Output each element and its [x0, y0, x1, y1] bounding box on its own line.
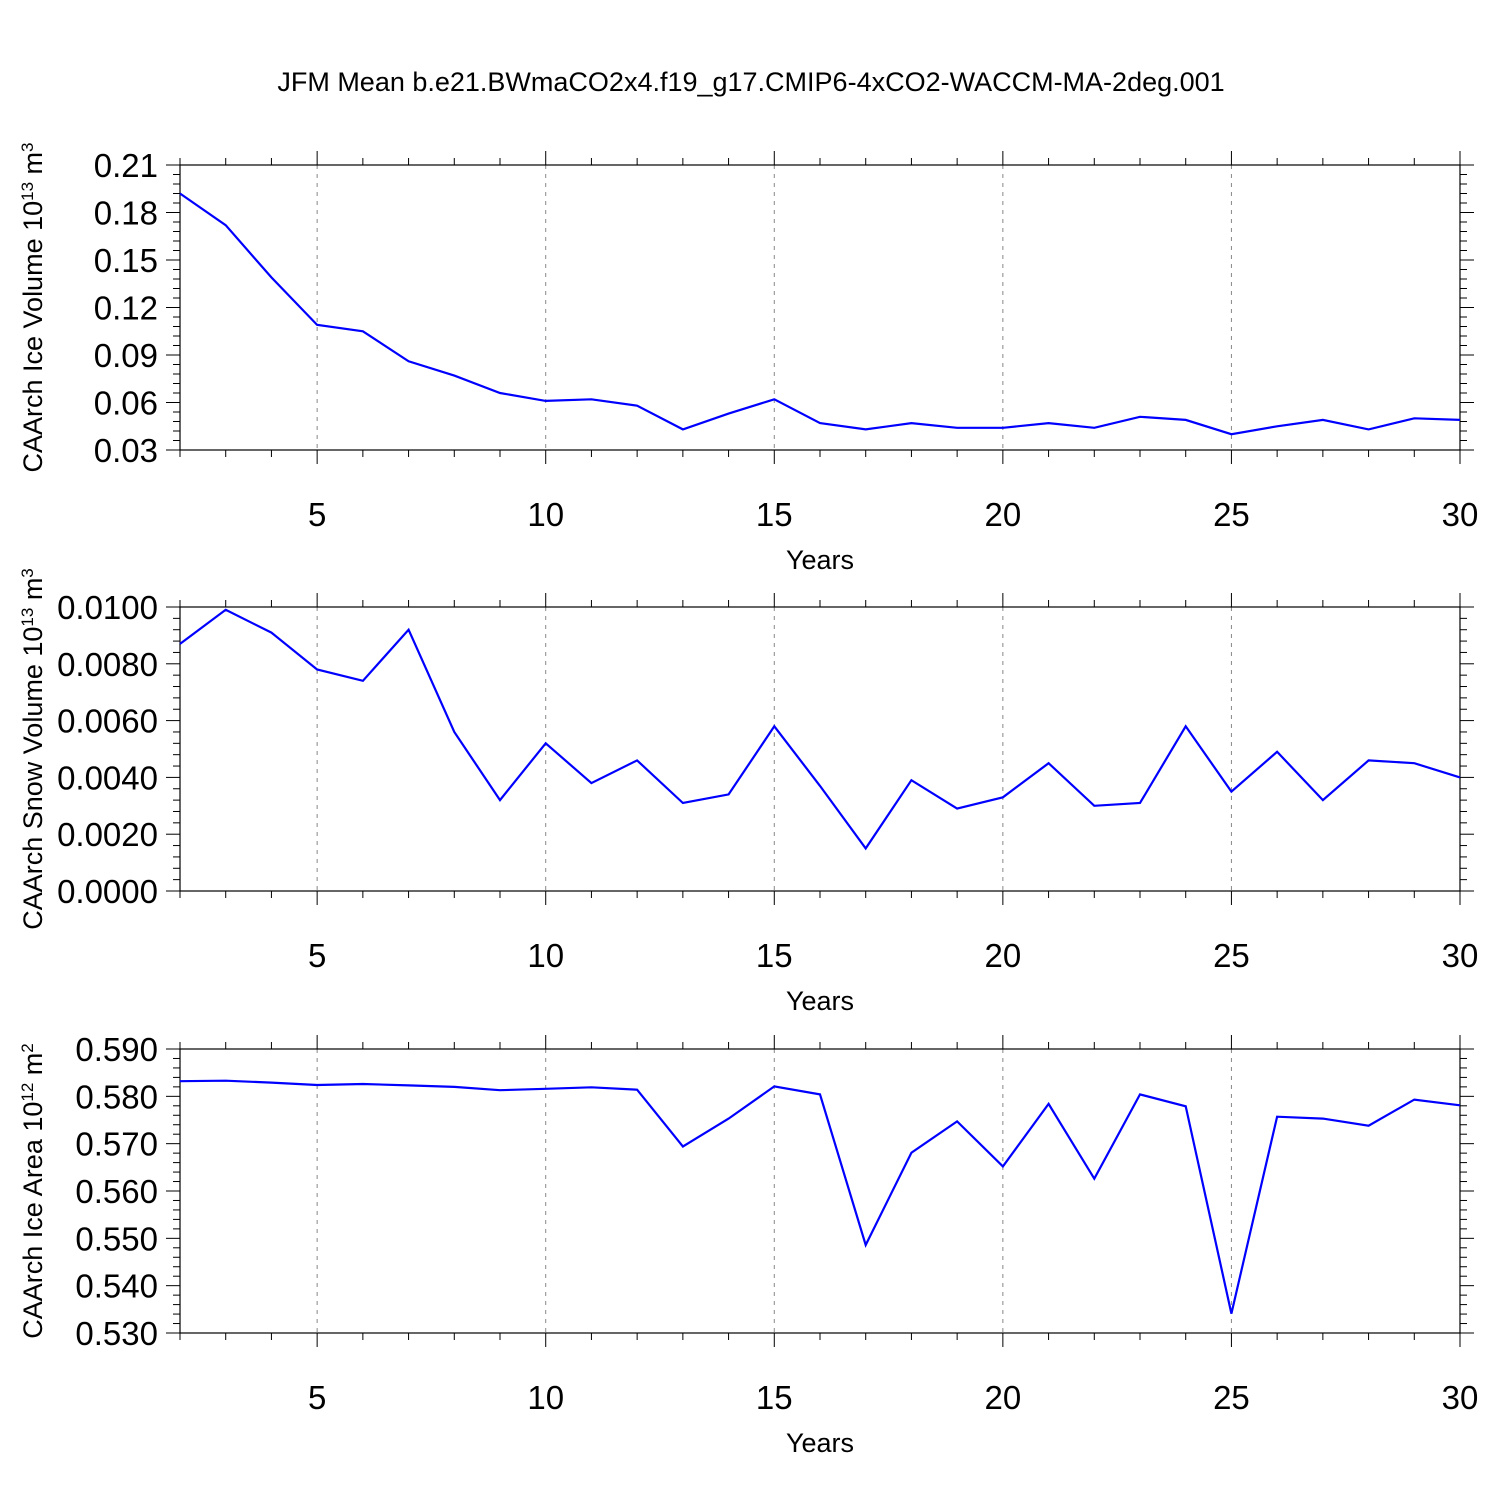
plot-frame	[179, 164, 1461, 451]
x-axis-label: Years	[786, 545, 854, 575]
x-tick-label: 15	[756, 1379, 793, 1416]
y-axis-label-exponent: 13	[18, 182, 37, 201]
series-line	[179, 192, 1461, 436]
chart-panel-3: 5 10 15 20 25 30 Years 0.530 0.540 0.550 0.560 0.57…	[18, 1031, 1479, 1458]
x-tick-label: 25	[1213, 1379, 1250, 1416]
y-tick-label: 0.09	[94, 337, 158, 374]
y-axis-label: CAArch Ice Area 1012 m2	[18, 1043, 49, 1339]
y-axis-label-text: CAArch Ice Volume 10	[18, 201, 48, 473]
x-tick-label: 25	[1213, 937, 1250, 974]
y-tick-label: 0.530	[75, 1315, 158, 1352]
x-tick-label: 25	[1213, 496, 1250, 533]
y-tick-label: 0.550	[75, 1220, 158, 1257]
y-tick-label: 0.0040	[57, 759, 158, 796]
y-tick-label: 0.21	[94, 147, 158, 184]
y-tick-label: 0.12	[94, 290, 158, 327]
plot-frame	[179, 606, 1461, 892]
x-tick-label: 15	[756, 937, 793, 974]
plot-frame	[179, 1048, 1461, 1334]
series-line	[179, 1079, 1461, 1314]
x-tick-label: 30	[1442, 937, 1479, 974]
y-tick-label: 0.590	[75, 1031, 158, 1068]
y-axis-label-exponent: 3	[18, 568, 37, 577]
y-tick-label: 0.580	[75, 1078, 158, 1115]
y-tick-label: 0.06	[94, 385, 158, 422]
x-tick-label: 10	[527, 1379, 564, 1416]
x-tick-label: 20	[984, 1379, 1021, 1416]
chart-panel-1: 5 10 15 20 25 30 Years 0.03 0.06 0.09 0.12 0.15 0.18…	[18, 142, 1479, 575]
y-axis-label-exponent: 13	[18, 608, 37, 627]
x-tick-label: 5	[308, 1379, 326, 1416]
series-line	[179, 608, 1461, 851]
y-axis-label-exponent: 2	[18, 1043, 37, 1052]
x-axis-label: Years	[786, 1428, 854, 1458]
y-axis-label: CAArch Ice Volume 1013 m3	[18, 142, 49, 472]
y-tick-label: 0.0060	[57, 703, 158, 740]
chart-panel-2: 5 10 15 20 25 30 Years 0.0000 0.0020 0.0040 0.0060…	[18, 568, 1479, 1016]
y-tick-label: 0.18	[94, 195, 158, 232]
y-axis-label-text: CAArch Ice Area 10	[18, 1102, 48, 1339]
y-tick-label: 0.540	[75, 1268, 158, 1305]
y-tick-label: 0.560	[75, 1173, 158, 1210]
y-axis-label-text: m	[18, 578, 48, 608]
x-tick-label: 5	[308, 496, 326, 533]
y-axis-label-exponent: 3	[18, 142, 37, 151]
y-tick-label: 0.0020	[57, 816, 158, 853]
y-tick-label: 0.0080	[57, 646, 158, 683]
y-tick-label: 0.0100	[57, 589, 158, 626]
y-axis-label-text: m	[18, 1053, 48, 1083]
y-axis-label-text: m	[18, 152, 48, 182]
x-tick-label: 30	[1442, 496, 1479, 533]
y-tick-label: 0.03	[94, 432, 158, 469]
x-tick-label: 5	[308, 937, 326, 974]
y-axis-label: CAArch Snow Volume 1013 m3	[18, 568, 49, 930]
y-axis-label-exponent: 12	[18, 1083, 37, 1102]
x-tick-label: 30	[1442, 1379, 1479, 1416]
x-tick-label: 10	[527, 937, 564, 974]
x-axis-label: Years	[786, 986, 854, 1016]
y-tick-label: 0.0000	[57, 873, 158, 910]
x-tick-label: 10	[527, 496, 564, 533]
x-tick-label: 15	[756, 496, 793, 533]
y-tick-label: 0.570	[75, 1126, 158, 1163]
x-tick-label: 20	[984, 496, 1021, 533]
figure-title: JFM Mean b.e21.BWmaCO2x4.f19_g17.CMIP6-4…	[277, 67, 1224, 97]
y-tick-label: 0.15	[94, 242, 158, 279]
y-axis-label-text: CAArch Snow Volume 10	[18, 627, 48, 930]
x-tick-label: 20	[984, 937, 1021, 974]
